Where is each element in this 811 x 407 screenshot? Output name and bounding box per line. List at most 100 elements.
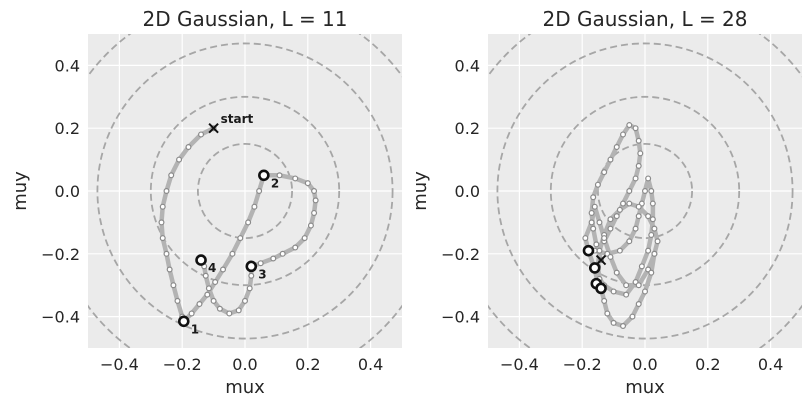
left-sample-point — [304, 180, 311, 187]
right-sample-point — [607, 253, 614, 260]
right-sample-point — [635, 213, 642, 220]
left-highlight-point — [245, 260, 258, 273]
left-highlight-point — [177, 315, 190, 328]
right-sample-point — [635, 301, 642, 308]
right-highlight-point — [588, 262, 601, 274]
left-sample-point — [188, 310, 195, 317]
right-x-tick-label: 0.2 — [695, 355, 720, 374]
right-sample-point — [651, 225, 658, 232]
right-sample-point — [632, 175, 639, 182]
left-y-tick-label: −0.4 — [41, 308, 80, 327]
left-start-marker: start — [208, 112, 253, 134]
left-contour-circle — [196, 142, 293, 239]
left-x-tick-label: −0.4 — [100, 355, 139, 374]
right-sample-point — [635, 137, 642, 144]
left-sample-point — [245, 219, 252, 226]
right-start-x-marker — [595, 254, 607, 266]
right-sample-point — [645, 247, 652, 254]
right-sample-point — [607, 225, 614, 232]
left-tick-labels: −0.4 −0.2 0.0 0.2 0.4 −0.4 −0.2 0.0 0.2 0.4 — [41, 56, 383, 374]
left-y-axis-label: muy — [10, 171, 31, 211]
left-sample-point — [210, 297, 217, 304]
left-sample-point — [279, 250, 286, 257]
right-sample-point — [596, 219, 603, 226]
left-sample-point — [204, 291, 211, 298]
right-sample-point — [607, 216, 614, 223]
right-sample-point — [632, 125, 639, 132]
right-x-tick-label: −0.2 — [563, 355, 602, 374]
left-x-tick-label: 0.2 — [295, 355, 320, 374]
right-sample-point — [648, 231, 655, 238]
right-sample-point — [626, 238, 633, 245]
right-sample-point — [648, 269, 655, 276]
left-y-tick-label: −0.2 — [41, 245, 80, 264]
left-sample-point — [174, 297, 181, 304]
right-x-tick-label: 0.4 — [758, 355, 783, 374]
left-sample-point — [158, 219, 165, 226]
right-sample-point — [623, 291, 630, 298]
left-sample-point — [251, 203, 258, 210]
right-sample-point — [635, 203, 642, 210]
right-sample-point — [596, 247, 603, 254]
right-sample-point — [623, 282, 630, 289]
left-sample-point — [216, 305, 223, 312]
left-sample-point — [276, 172, 283, 179]
right-sample-point — [635, 162, 642, 169]
left-sample-point — [242, 297, 249, 304]
right-sample-point — [620, 131, 627, 138]
left-contour-circle — [96, 42, 394, 340]
right-sample-point — [626, 200, 633, 207]
right-y-tick-label: 0.0 — [455, 182, 480, 201]
left-x-tick-label: 0.4 — [358, 355, 383, 374]
right-sample-point — [626, 188, 633, 195]
right-sample-point — [591, 203, 598, 210]
right-sample-point — [620, 200, 627, 207]
left-sample-point — [166, 266, 173, 273]
left-sample-point — [205, 285, 212, 292]
right-sample-point — [594, 181, 601, 188]
left-start-x-marker — [208, 122, 219, 134]
right-sample-point — [645, 213, 652, 220]
right-sample-point — [620, 323, 627, 330]
left-sample-point — [307, 222, 314, 229]
right-sample-point — [648, 188, 655, 195]
right-chart-title: 2D Gaussian, L = 28 — [542, 7, 747, 31]
left-sample-point — [235, 307, 242, 314]
right-panel: −0.4 −0.2 0.0 0.2 0.4 −0.4 −0.2 0.0 0.2 0.4 2D Ga… — [410, 7, 802, 398]
left-highlighted-points: 1 2 3 4 — [177, 169, 279, 336]
left-sample-point — [229, 250, 236, 257]
right-sample-point — [629, 313, 636, 320]
right-y-axis-label: muy — [410, 171, 431, 211]
left-contour-circle — [149, 95, 341, 287]
left-sample-point — [226, 310, 233, 317]
right-sample-point — [601, 169, 608, 176]
left-x-tick-label: 0.0 — [232, 355, 257, 374]
left-highlight-label: 1 — [191, 322, 199, 336]
right-x-tick-label: −0.4 — [500, 355, 539, 374]
right-sample-point — [616, 206, 623, 213]
right-sample-point — [610, 319, 617, 326]
left-sample-point — [159, 235, 166, 242]
left-sample-point — [237, 235, 244, 242]
left-sample-point — [185, 144, 192, 151]
left-sample-point — [168, 172, 175, 179]
right-sample-point — [601, 235, 608, 242]
right-y-tick-label: 0.2 — [455, 119, 480, 138]
right-sample-point — [610, 288, 617, 295]
left-sample-point — [246, 285, 253, 292]
left-sample-point — [256, 188, 263, 195]
right-contour-circle — [496, 42, 794, 340]
left-contours — [88, 34, 402, 348]
left-sample-point — [163, 188, 170, 195]
right-sample-point — [604, 310, 611, 317]
left-sample-point — [159, 203, 166, 210]
left-sample-point — [163, 250, 170, 257]
left-panel: 1 2 3 4 start −0.4 −0.2 0.0 0.2 0.4 −0.4 −0.2 0.0 0… — [10, 7, 402, 398]
right-sample-point — [593, 241, 600, 248]
left-chart-title: 2D Gaussian, L = 11 — [142, 7, 347, 31]
right-y-tick-label: −0.2 — [441, 245, 480, 264]
right-sample-point — [641, 188, 648, 195]
left-highlight-label: 4 — [208, 261, 216, 275]
left-sample-point — [292, 175, 299, 182]
left-highlight-label: 2 — [271, 176, 279, 190]
